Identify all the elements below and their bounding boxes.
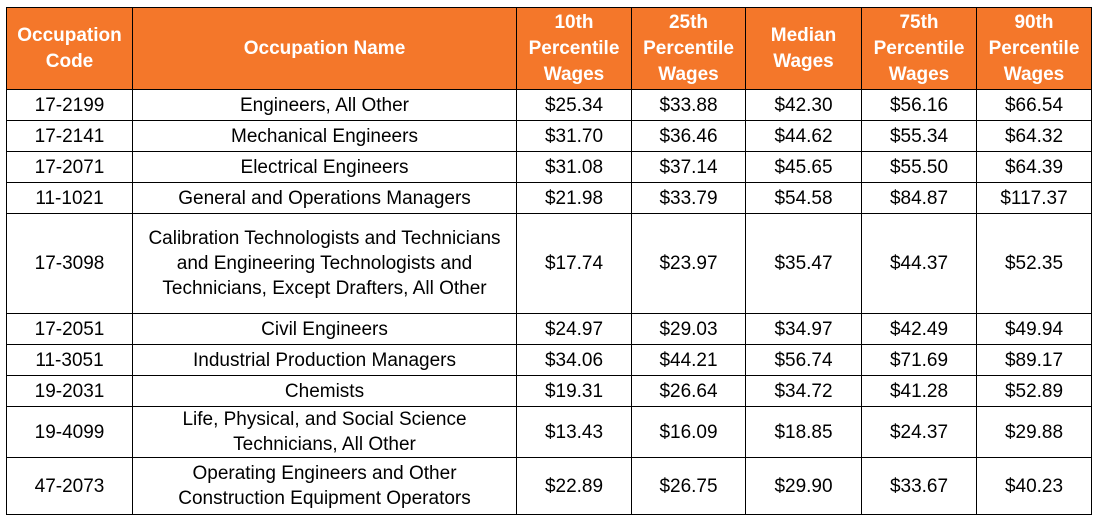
cell-p90: $52.35 <box>976 213 1092 314</box>
cell-p75: $84.87 <box>861 182 977 214</box>
cell-p25: $37.14 <box>631 151 746 183</box>
cell-p25: $44.21 <box>631 344 746 376</box>
cell-median: $44.62 <box>745 120 862 152</box>
cell-p10: $21.98 <box>516 182 632 214</box>
cell-name: Mechanical Engineers <box>132 120 517 152</box>
table-row: 47-2073 Operating Engineers and Other Co… <box>6 457 1092 515</box>
cell-name: General and Operations Managers <box>132 182 517 214</box>
cell-code: 17-2071 <box>6 151 133 183</box>
cell-median: $42.30 <box>745 89 862 121</box>
cell-median: $34.72 <box>745 375 862 407</box>
table-row: 19-2031 Chemists $19.31 $26.64 $34.72 $4… <box>6 375 1092 407</box>
cell-p75: $55.50 <box>861 151 977 183</box>
header-25th-percentile: 25th Percentile Wages <box>631 7 746 90</box>
cell-p10: $13.43 <box>516 406 632 458</box>
cell-p90: $64.32 <box>976 120 1092 152</box>
cell-name: Life, Physical, and Social Science Techn… <box>132 406 517 458</box>
cell-median: $54.58 <box>745 182 862 214</box>
header-occupation-code: Occupation Code <box>6 7 133 90</box>
header-median: Median Wages <box>745 7 862 90</box>
cell-p10: $24.97 <box>516 313 632 345</box>
cell-p10: $22.89 <box>516 457 632 515</box>
cell-median: $29.90 <box>745 457 862 515</box>
cell-name: Operating Engineers and Other Constructi… <box>132 457 517 515</box>
cell-p90: $52.89 <box>976 375 1092 407</box>
cell-p90: $89.17 <box>976 344 1092 376</box>
cell-p90: $49.94 <box>976 313 1092 345</box>
cell-name: Calibration Technologists and Technician… <box>132 213 517 314</box>
cell-code: 47-2073 <box>6 457 133 515</box>
header-10th-percentile: 10th Percentile Wages <box>516 7 632 90</box>
cell-p10: $34.06 <box>516 344 632 376</box>
cell-p75: $71.69 <box>861 344 977 376</box>
cell-p10: $31.70 <box>516 120 632 152</box>
cell-code: 19-2031 <box>6 375 133 407</box>
cell-p25: $29.03 <box>631 313 746 345</box>
cell-code: 11-1021 <box>6 182 133 214</box>
cell-median: $34.97 <box>745 313 862 345</box>
cell-code: 17-2051 <box>6 313 133 345</box>
cell-p10: $25.34 <box>516 89 632 121</box>
cell-p75: $42.49 <box>861 313 977 345</box>
cell-p10: $19.31 <box>516 375 632 407</box>
cell-median: $56.74 <box>745 344 862 376</box>
cell-median: $35.47 <box>745 213 862 314</box>
cell-p90: $64.39 <box>976 151 1092 183</box>
table-row: 17-2141 Mechanical Engineers $31.70 $36.… <box>6 120 1092 152</box>
cell-p10: $17.74 <box>516 213 632 314</box>
table-header: Occupation Code Occupation Name 10th Per… <box>6 7 1092 90</box>
cell-p90: $29.88 <box>976 406 1092 458</box>
cell-p75: $33.67 <box>861 457 977 515</box>
table-row: 11-3051 Industrial Production Managers $… <box>6 344 1092 376</box>
cell-name: Chemists <box>132 375 517 407</box>
cell-p10: $31.08 <box>516 151 632 183</box>
table-row: 17-2051 Civil Engineers $24.97 $29.03 $3… <box>6 313 1092 345</box>
cell-name: Civil Engineers <box>132 313 517 345</box>
cell-code: 19-4099 <box>6 406 133 458</box>
cell-median: $45.65 <box>745 151 862 183</box>
header-occupation-name: Occupation Name <box>132 7 517 90</box>
cell-p90: $40.23 <box>976 457 1092 515</box>
cell-median: $18.85 <box>745 406 862 458</box>
cell-code: 11-3051 <box>6 344 133 376</box>
cell-p75: $44.37 <box>861 213 977 314</box>
cell-p75: $56.16 <box>861 89 977 121</box>
cell-p25: $26.75 <box>631 457 746 515</box>
cell-p90: $66.54 <box>976 89 1092 121</box>
cell-name: Engineers, All Other <box>132 89 517 121</box>
wages-table: Occupation Code Occupation Name 10th Per… <box>6 7 1092 515</box>
table-row: 17-2199 Engineers, All Other $25.34 $33.… <box>6 89 1092 121</box>
table-row: 17-2071 Electrical Engineers $31.08 $37.… <box>6 151 1092 183</box>
cell-p25: $36.46 <box>631 120 746 152</box>
cell-p75: $55.34 <box>861 120 977 152</box>
cell-name: Industrial Production Managers <box>132 344 517 376</box>
table-body: 17-2199 Engineers, All Other $25.34 $33.… <box>6 89 1092 515</box>
cell-p25: $33.88 <box>631 89 746 121</box>
cell-code: 17-2199 <box>6 89 133 121</box>
header-75th-percentile: 75th Percentile Wages <box>861 7 977 90</box>
header-90th-percentile: 90th Percentile Wages <box>976 7 1092 90</box>
cell-p25: $16.09 <box>631 406 746 458</box>
cell-p25: $23.97 <box>631 213 746 314</box>
table-row: 11-1021 General and Operations Managers … <box>6 182 1092 214</box>
cell-p25: $33.79 <box>631 182 746 214</box>
table-row: 17-3098 Calibration Technologists and Te… <box>6 213 1092 314</box>
cell-p75: $24.37 <box>861 406 977 458</box>
table-row: 19-4099 Life, Physical, and Social Scien… <box>6 406 1092 458</box>
cell-name: Electrical Engineers <box>132 151 517 183</box>
cell-code: 17-3098 <box>6 213 133 314</box>
cell-p90: $117.37 <box>976 182 1092 214</box>
cell-code: 17-2141 <box>6 120 133 152</box>
cell-p75: $41.28 <box>861 375 977 407</box>
cell-p25: $26.64 <box>631 375 746 407</box>
